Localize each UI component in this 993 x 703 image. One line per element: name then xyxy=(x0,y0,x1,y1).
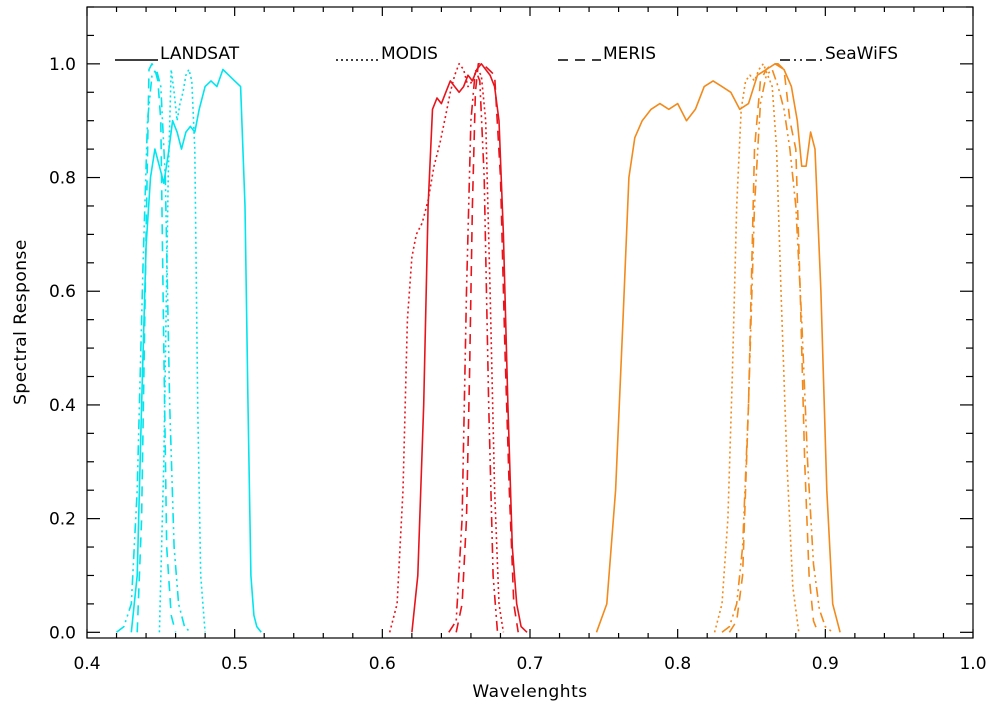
series-seawifs-nir-line xyxy=(721,68,834,633)
axis-ticks xyxy=(86,6,974,638)
y-tick-label: 0.6 xyxy=(49,282,76,302)
tick-labels: 0.4 0.5 0.6 0.7 0.8 0.9 1.0 0.0 0.2 0.4 0.6 0.8 1.0 xyxy=(49,55,987,674)
legend-label-modis: MODIS xyxy=(381,44,438,64)
y-tick-label: 0.0 xyxy=(49,623,76,643)
x-tick-label: 0.4 xyxy=(73,654,100,674)
series-modis-blue-line xyxy=(158,68,206,633)
series-modis-red-line xyxy=(388,63,505,633)
series-landsat-nir-line xyxy=(595,63,841,633)
y-axis-title: Spectral Response xyxy=(11,239,31,405)
y-tick-label: 0.8 xyxy=(49,169,76,189)
curves-group xyxy=(116,63,841,633)
legend-label-seawifs: SeaWiFS xyxy=(825,44,898,64)
x-tick-label: 0.6 xyxy=(369,654,396,674)
series-meris-red-line xyxy=(455,63,519,633)
x-axis-title: Wavelenghts xyxy=(472,682,587,702)
series-seawifs-red-line xyxy=(448,68,499,633)
series-meris-nir-line xyxy=(728,63,819,633)
y-tick-label: 0.2 xyxy=(49,510,76,530)
x-tick-label: 0.7 xyxy=(516,654,543,674)
y-tick-label: 1.0 xyxy=(49,55,76,75)
x-tick-label: 0.9 xyxy=(812,654,839,674)
legend-label-meris: MERIS xyxy=(603,44,656,64)
series-landsat-red-line xyxy=(411,63,528,633)
y-tick-label: 0.4 xyxy=(49,396,76,416)
x-tick-label: 0.8 xyxy=(664,654,691,674)
x-tick-label: 0.5 xyxy=(221,654,248,674)
series-meris-blue-line xyxy=(136,63,177,633)
x-tick-label: 1.0 xyxy=(959,654,986,674)
legend: LANDSAT MODIS MERIS SeaWiFS xyxy=(115,44,898,64)
legend-label-landsat: LANDSAT xyxy=(160,44,240,64)
